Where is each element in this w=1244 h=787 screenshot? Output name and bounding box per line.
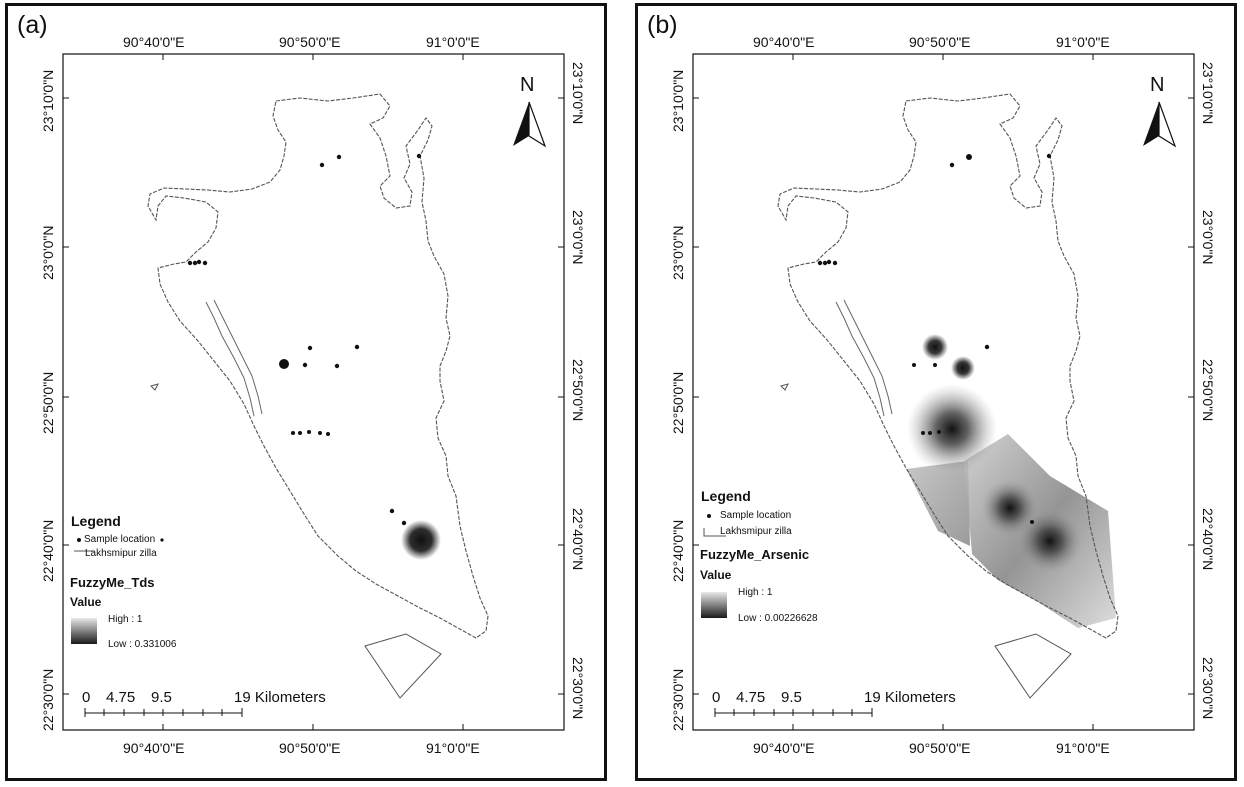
legend-sample-label: Sample location <box>84 534 156 545</box>
lat-label-left: 22°40'0"N <box>40 519 56 582</box>
value-title: Value <box>700 568 732 582</box>
ramp-low-label: Low : 0.00226628 <box>738 613 818 624</box>
lon-label-bottom: 90°40'0"E <box>123 740 185 756</box>
map-canvas-b <box>692 53 1195 731</box>
islands <box>780 383 1072 699</box>
color-ramp <box>71 618 97 644</box>
north-label: N <box>1150 74 1165 96</box>
scale-number: 0 <box>712 689 721 706</box>
sample-points <box>817 153 1052 524</box>
lat-label-right: 23°10'0"N <box>1200 62 1216 125</box>
north-label: N <box>520 74 535 96</box>
scale-number: 4.75 <box>106 689 136 706</box>
map-panel-a: (a) 90°40'0"E 90°50'0"E 91°0'0"E 90°40'0… <box>5 3 607 781</box>
district-boundary <box>147 93 489 639</box>
panel-tag: (a) <box>17 11 48 39</box>
graticule-ticks <box>693 54 1194 730</box>
scale-number: 4.75 <box>736 689 766 706</box>
lat-label-right: 22°50'0"N <box>1200 359 1216 422</box>
legend-boundary-label: Lakhsmipur zilla <box>85 548 157 559</box>
lon-label-top: 91°0'0"E <box>426 34 480 50</box>
scale-unit-label: 19 Kilometers <box>234 689 326 706</box>
north-arrow-icon <box>513 101 547 148</box>
ramp-low-label: Low : 0.331006 <box>108 639 177 650</box>
color-ramp <box>701 592 727 618</box>
legend-polygon-symbol <box>703 528 726 537</box>
lon-label-top: 90°50'0"E <box>279 34 341 50</box>
lat-label-right: 22°50'0"N <box>570 359 586 422</box>
scale-number: 9.5 <box>781 689 802 706</box>
lon-label-top: 90°40'0"E <box>123 34 185 50</box>
lon-label-top: 91°0'0"E <box>1056 34 1110 50</box>
north-arrow-icon <box>1143 101 1177 148</box>
value-title: Value <box>70 595 102 609</box>
map-panel-b: (b) 90°40'0"E 90°50'0"E 91°0'0"E 90°40'0… <box>635 3 1237 781</box>
fuzzy-hotspot <box>401 520 441 560</box>
lat-label-left: 23°10'0"N <box>40 69 56 132</box>
lat-label-right: 23°0'0"N <box>570 210 586 265</box>
legend-point-symbol <box>707 514 711 518</box>
lon-label-bottom: 90°50'0"E <box>909 740 971 756</box>
lat-label-right: 22°30'0"N <box>570 657 586 720</box>
lat-label-right: 22°30'0"N <box>1200 657 1216 720</box>
lat-label-left: 22°30'0"N <box>40 668 56 731</box>
lat-label-right: 23°10'0"N <box>570 62 586 125</box>
map-frame <box>62 53 565 731</box>
lat-label-left: 23°10'0"N <box>670 69 686 132</box>
lat-label-left: 22°50'0"N <box>670 371 686 434</box>
legend-title: Legend <box>701 488 751 504</box>
legend-point-symbol <box>77 538 81 542</box>
lat-label-right: 22°40'0"N <box>1200 508 1216 571</box>
lat-label-left: 22°50'0"N <box>40 371 56 434</box>
lat-label-left: 23°0'0"N <box>40 225 56 281</box>
scale-number: 9.5 <box>151 689 172 706</box>
sample-points <box>187 153 422 526</box>
arsenic-surface <box>906 334 1116 628</box>
ramp-high-label: High : 1 <box>108 614 143 625</box>
legend-boundary-label: Lakhsmipur zilla <box>720 526 792 537</box>
scale-number: 0 <box>82 689 91 706</box>
layer-title: FuzzyMe_Arsenic <box>700 547 810 562</box>
lon-label-top: 90°40'0"E <box>753 34 815 50</box>
ramp-high-label: High : 1 <box>738 587 773 598</box>
legend-sample-label: Sample location <box>720 510 792 521</box>
river-channels <box>205 299 263 417</box>
lat-label-right: 23°0'0"N <box>1200 210 1216 265</box>
river-channels <box>835 299 893 417</box>
lat-label-left: 23°0'0"N <box>670 225 686 281</box>
lon-label-top: 90°50'0"E <box>909 34 971 50</box>
legend-point-symbol-2 <box>160 538 164 542</box>
lat-label-left: 22°30'0"N <box>670 668 686 731</box>
panel-tag: (b) <box>647 11 678 39</box>
layer-title: FuzzyMe_Tds <box>70 575 155 590</box>
scale-unit-label: 19 Kilometers <box>864 689 956 706</box>
scale-bar <box>714 708 873 717</box>
lon-label-bottom: 91°0'0"E <box>426 740 480 756</box>
lon-label-bottom: 90°50'0"E <box>279 740 341 756</box>
map-canvas-a <box>62 53 565 731</box>
islands <box>150 383 442 699</box>
legend-title: Legend <box>71 513 121 529</box>
graticule-ticks <box>63 54 564 730</box>
lon-label-bottom: 90°40'0"E <box>753 740 815 756</box>
lat-label-left: 22°40'0"N <box>670 519 686 582</box>
scale-bar <box>84 708 243 717</box>
lat-label-right: 22°40'0"N <box>570 508 586 571</box>
district-boundary <box>777 93 1119 639</box>
lon-label-bottom: 91°0'0"E <box>1056 740 1110 756</box>
